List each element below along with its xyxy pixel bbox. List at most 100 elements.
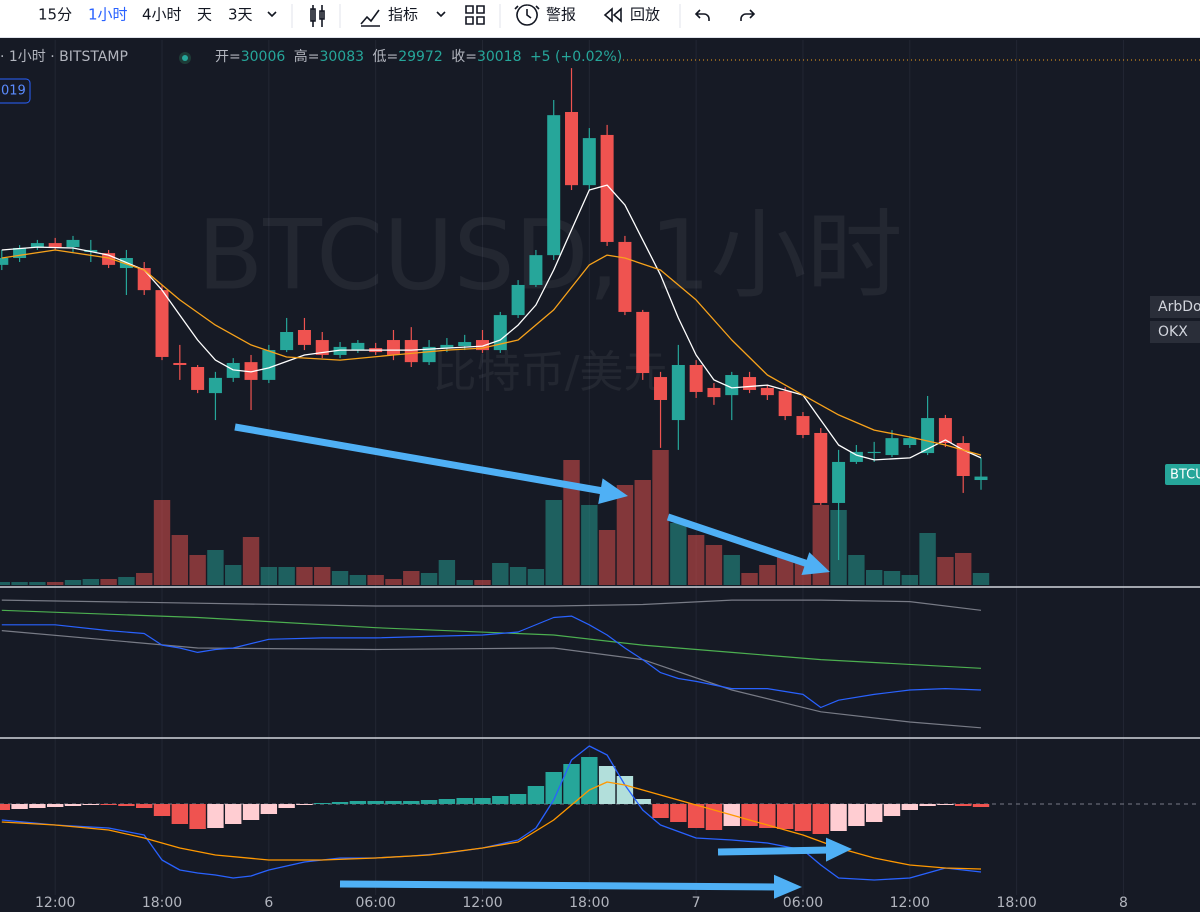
x-tick-label: 7 — [692, 895, 701, 911]
histogram-bar — [331, 802, 349, 804]
candle-body — [422, 346, 436, 363]
volume-bar — [29, 582, 46, 585]
interval-button[interactable]: 3天 — [228, 6, 253, 24]
candle-body — [654, 377, 668, 400]
side-label: ArbDo — [1158, 299, 1200, 315]
volume-bar — [598, 530, 616, 585]
volume-bar — [509, 567, 527, 585]
candle-body — [66, 239, 80, 248]
arrow — [717, 846, 831, 856]
symbol-label: · 1小时 · BITSTAMP — [0, 49, 128, 65]
histogram-bar — [225, 804, 242, 824]
histogram-bar — [687, 804, 705, 828]
volume-bar — [82, 579, 100, 585]
volume-bar — [883, 571, 901, 585]
histogram-bar — [29, 804, 46, 808]
histogram-bar — [794, 804, 812, 831]
volume-bar — [955, 553, 972, 585]
histogram-bar — [634, 799, 651, 804]
line-series — [1, 599, 982, 611]
candle-body — [529, 255, 543, 285]
volume-bar — [474, 580, 491, 585]
dropdown-icon[interactable] — [436, 11, 446, 18]
volume-bar — [260, 567, 278, 585]
redo-icon[interactable] — [740, 9, 756, 21]
volume-bar — [118, 577, 135, 585]
histogram-bar — [598, 766, 616, 804]
volume-bar — [242, 537, 260, 585]
histogram-bar — [349, 801, 367, 804]
candle-body — [743, 377, 757, 390]
interval-button[interactable]: 1小时 — [88, 6, 128, 24]
candle-body — [155, 290, 169, 357]
plot-area: 12:00 18:00 6 06:00 12:00 18:00 7 06:00 12:00 18:… — [0, 40, 1200, 911]
indicators-button[interactable]: 指标 — [388, 6, 418, 24]
volume-bar — [581, 505, 598, 585]
side-label-box — [1150, 321, 1200, 343]
status-dot — [182, 55, 188, 61]
replay-button[interactable]: 回放 — [630, 6, 660, 24]
candle-body — [832, 461, 846, 503]
x-tick-label: 8 — [1119, 895, 1128, 911]
histogram-bar — [830, 804, 847, 831]
volume-bar — [11, 582, 28, 585]
histogram-bar — [972, 804, 990, 807]
volume-bar — [296, 567, 313, 585]
histogram-bar — [509, 794, 527, 804]
candle-body — [885, 438, 899, 456]
candle-body — [974, 476, 988, 481]
candle-body — [458, 342, 472, 347]
candle-body — [689, 364, 703, 392]
alert-icon[interactable] — [514, 4, 540, 26]
x-tick-label: 18:00 — [142, 895, 182, 911]
candle-body — [475, 340, 489, 351]
candle-body — [600, 134, 614, 242]
volume-bar — [670, 523, 687, 585]
histogram-bar — [581, 757, 598, 804]
candle-body — [582, 138, 596, 186]
toolbar: 15分 1小时 4小时 天 3天 指标 警报 回放 — [0, 0, 1200, 38]
side-label: OKX — [1158, 324, 1188, 340]
arrow — [666, 513, 810, 568]
price-change: +5 (+0.02%) — [530, 49, 622, 65]
candle-body — [565, 111, 579, 186]
ohlc-label: 收= — [451, 49, 477, 65]
x-tick-label: 12:00 — [462, 895, 502, 911]
candle-body — [386, 340, 400, 355]
volume-bar — [865, 570, 883, 585]
dropdown-icon[interactable] — [267, 11, 277, 18]
candles-icon[interactable] — [310, 5, 325, 27]
candle-body — [30, 243, 44, 248]
histogram-bar — [527, 786, 545, 804]
candle-body — [244, 362, 258, 380]
volume-bar — [136, 573, 153, 585]
candle-body — [333, 346, 347, 355]
layout-icon[interactable] — [465, 5, 485, 25]
candle-body — [280, 332, 294, 351]
histogram-bar — [367, 801, 384, 804]
candle-body — [547, 115, 561, 256]
volume-bar — [616, 485, 634, 585]
histogram-bar — [260, 804, 278, 814]
histogram-bar — [153, 804, 171, 816]
volume-bar — [545, 500, 562, 585]
undo-icon[interactable] — [694, 9, 710, 21]
alert-button[interactable]: 警报 — [546, 6, 576, 24]
histogram-bar — [545, 772, 562, 804]
histogram-bar — [670, 804, 687, 822]
indicators-icon[interactable] — [360, 9, 380, 27]
histogram-bar — [937, 804, 954, 805]
histogram-bar — [242, 804, 260, 820]
candle-body — [903, 438, 917, 446]
histogram-bar — [420, 800, 438, 804]
line-series — [1, 615, 982, 709]
interval-button[interactable]: 15分 — [38, 6, 72, 24]
candle-body — [938, 418, 952, 444]
interval-button[interactable]: 天 — [197, 6, 212, 24]
candle-body — [0, 258, 9, 265]
replay-icon[interactable] — [603, 7, 622, 23]
interval-button[interactable]: 4小时 — [142, 6, 182, 24]
volume-bar — [848, 555, 865, 585]
